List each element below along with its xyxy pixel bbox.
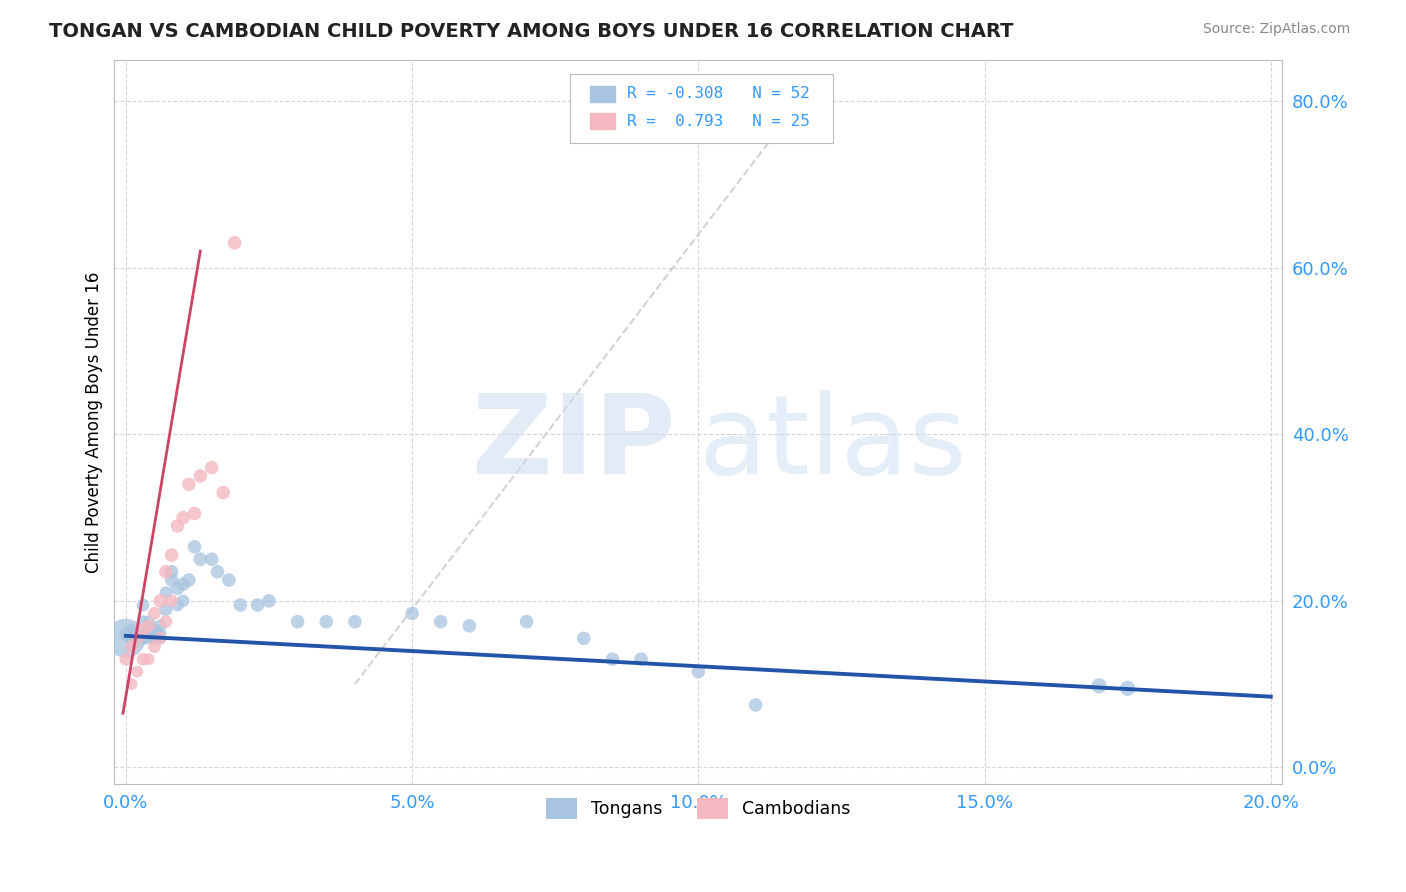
Point	[287, 615, 309, 629]
Point	[315, 615, 337, 629]
Point	[188, 469, 211, 483]
Point	[138, 632, 160, 646]
Point	[115, 632, 138, 646]
Point	[207, 565, 229, 579]
Point	[149, 632, 172, 646]
Point	[160, 565, 183, 579]
Point	[343, 615, 366, 629]
Legend: Tongans, Cambodians: Tongans, Cambodians	[538, 791, 858, 826]
Point	[572, 632, 595, 646]
Point	[149, 632, 172, 646]
Point	[138, 619, 160, 633]
Point	[115, 652, 138, 666]
Point	[121, 640, 143, 654]
Point	[155, 615, 177, 629]
Point	[166, 519, 188, 533]
Point	[121, 632, 143, 646]
Point	[132, 627, 155, 641]
Point	[172, 577, 194, 591]
Point	[172, 510, 194, 524]
Y-axis label: Child Poverty Among Boys Under 16: Child Poverty Among Boys Under 16	[86, 271, 103, 573]
Text: TONGAN VS CAMBODIAN CHILD POVERTY AMONG BOYS UNDER 16 CORRELATION CHART: TONGAN VS CAMBODIAN CHILD POVERTY AMONG …	[49, 22, 1014, 41]
Point	[744, 698, 766, 712]
Point	[630, 652, 652, 666]
Point	[149, 619, 172, 633]
Point	[127, 632, 149, 646]
Point	[143, 607, 166, 621]
Point	[429, 615, 451, 629]
Point	[132, 598, 155, 612]
Point	[155, 602, 177, 616]
Point	[149, 594, 172, 608]
FancyBboxPatch shape	[569, 74, 832, 143]
Point	[160, 594, 183, 608]
Point	[127, 632, 149, 646]
Point	[160, 573, 183, 587]
Point	[172, 594, 194, 608]
Point	[155, 585, 177, 599]
Point	[149, 627, 172, 641]
Point	[183, 540, 205, 554]
Point	[688, 665, 710, 679]
Point	[143, 640, 166, 654]
Point	[166, 598, 188, 612]
Point	[132, 652, 155, 666]
Text: R =  0.793   N = 25: R = 0.793 N = 25	[627, 113, 810, 128]
Bar	[589, 86, 616, 102]
Point	[143, 632, 166, 646]
Text: atlas: atlas	[699, 390, 967, 497]
Point	[121, 623, 143, 637]
Point	[224, 235, 246, 250]
Point	[177, 573, 200, 587]
Point	[115, 627, 138, 641]
Point	[458, 619, 481, 633]
Point	[138, 652, 160, 666]
Point	[602, 652, 624, 666]
Point	[132, 615, 155, 629]
Point	[401, 607, 423, 621]
Point	[218, 573, 240, 587]
Point	[1088, 679, 1111, 693]
Point	[229, 598, 252, 612]
Point	[1116, 681, 1139, 696]
Text: R = -0.308   N = 52: R = -0.308 N = 52	[627, 87, 810, 101]
Point	[257, 594, 280, 608]
Point	[516, 615, 538, 629]
Point	[143, 629, 166, 643]
Point	[246, 598, 269, 612]
Point	[212, 485, 235, 500]
Point	[127, 665, 149, 679]
Point	[177, 477, 200, 491]
Point	[138, 615, 160, 629]
Point	[121, 677, 143, 691]
Point	[155, 565, 177, 579]
Point	[121, 627, 143, 641]
Point	[132, 623, 155, 637]
Bar	[589, 113, 616, 129]
Point	[138, 625, 160, 640]
Point	[201, 552, 224, 566]
Point	[166, 582, 188, 596]
Point	[160, 548, 183, 562]
Point	[127, 627, 149, 641]
Point	[127, 629, 149, 643]
Point	[132, 632, 155, 646]
Text: Source: ZipAtlas.com: Source: ZipAtlas.com	[1202, 22, 1350, 37]
Point	[188, 552, 211, 566]
Point	[143, 623, 166, 637]
Point	[201, 460, 224, 475]
Point	[183, 507, 205, 521]
Text: ZIP: ZIP	[471, 390, 675, 497]
